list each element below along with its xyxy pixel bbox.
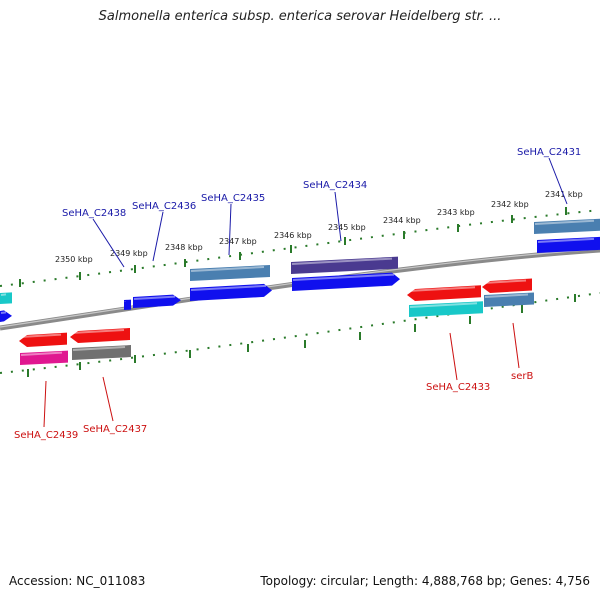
- gene-label-sehac2434[interactable]: SeHA_C2434: [303, 180, 367, 191]
- gene-leader-line: [548, 157, 568, 205]
- gene-block-shine: [291, 257, 393, 265]
- gene-block-shine: [190, 284, 267, 291]
- gene-leader-lines: [43, 157, 568, 428]
- gene-leader-line: [92, 218, 125, 268]
- ruler-tick-label: 2343 kbp: [437, 208, 475, 217]
- gene-label-sehac2435[interactable]: SeHA_C2435: [201, 193, 265, 204]
- gene-block-shine: [0, 293, 7, 296]
- gene-label-serb[interactable]: serB: [511, 371, 533, 382]
- gene-block-sehac2434[interactable]: [292, 272, 400, 291]
- gene-block-shine: [292, 273, 395, 281]
- upper-ruler-line: [0, 209, 600, 287]
- gene-block-edge-cyan[interactable]: [0, 292, 12, 304]
- gene-block-sehac2439b[interactable]: [20, 350, 68, 365]
- ruler-tick-label: 2341 kbp: [545, 190, 583, 199]
- ruler-tick-label: 2348 kbp: [165, 243, 203, 252]
- gene-block-sehac2434a[interactable]: [291, 256, 398, 274]
- gene-block-shine: [19, 333, 62, 338]
- gene-block-shine: [409, 302, 478, 308]
- gene-block-shine: [72, 346, 126, 351]
- upper-ruler-ticks: [19, 207, 567, 287]
- ruler-tick-label: 2345 kbp: [328, 223, 366, 232]
- ruler-tick-label: 2349 kbp: [110, 249, 148, 258]
- ruler-tick-label: 2350 kbp: [55, 255, 93, 264]
- gene-block-sehac2438[interactable]: [124, 299, 131, 310]
- gene-leader-line: [152, 211, 164, 262]
- gene-block-sehac2435a[interactable]: [190, 265, 270, 281]
- accession-text: Accession: NC_011083: [9, 574, 146, 588]
- gene-block-sehac2431[interactable]: [537, 236, 600, 253]
- gene-leader-line: [334, 191, 342, 242]
- ruler-tick-label: 2344 kbp: [383, 216, 421, 225]
- gene-label-sehac2436[interactable]: SeHA_C2436: [132, 201, 196, 212]
- gene-label-sehac2439[interactable]: SeHA_C2439: [14, 430, 78, 441]
- gene-leader-line: [102, 376, 114, 422]
- gene-block-sehac2431a[interactable]: [534, 218, 600, 234]
- gene-block-shine: [20, 351, 63, 356]
- ruler-tick-label: 2346 kbp: [274, 231, 312, 240]
- gene-block-shine: [534, 219, 595, 225]
- gene-block-sehac2433b[interactable]: [409, 301, 483, 317]
- gene-block-shine: [484, 293, 529, 298]
- gene-label-sehac2438[interactable]: SeHA_C2438: [62, 208, 126, 219]
- gene-leader-line: [449, 332, 458, 381]
- ruler-tick-labels: 2350 kbp 2349 kbp 2348 kbp 2347 kbp 2346 kbp…: [55, 190, 583, 264]
- ruler-tick-label: 2347 kbp: [219, 237, 257, 246]
- genome-summary-text: Topology: circular; Length: 4,888,768 bp…: [260, 574, 590, 588]
- gene-label-sehac2437[interactable]: SeHA_C2437: [83, 424, 147, 435]
- gene-leader-line: [43, 380, 47, 428]
- gene-block-shine: [0, 311, 7, 314]
- gene-block-shine: [190, 266, 265, 272]
- gene-block-serbb[interactable]: [484, 292, 534, 308]
- lower-ruler-line: [0, 292, 600, 374]
- gene-block-shine: [407, 286, 476, 292]
- gene-block-shine: [537, 237, 595, 243]
- gene-label-sehac2431[interactable]: SeHA_C2431: [517, 147, 581, 158]
- gene-block-sehac2435[interactable]: [190, 283, 272, 301]
- lower-ruler-ticks: [27, 294, 576, 377]
- gene-block-sehac2437b[interactable]: [72, 345, 131, 360]
- gene-label-sehac2433[interactable]: SeHA_C2433: [426, 382, 490, 393]
- gene-block-sehac2439[interactable]: [19, 332, 67, 347]
- gene-block-edge-blue[interactable]: [0, 310, 12, 322]
- gene-block-shine: [70, 329, 125, 334]
- gene-leader-line: [512, 322, 520, 369]
- gene-block-sehac2437[interactable]: [70, 328, 130, 343]
- gene-block-serb[interactable]: [482, 278, 532, 294]
- gene-block-sehac2433[interactable]: [407, 285, 481, 301]
- gene-block-shine: [133, 295, 176, 300]
- ruler-tick-label: 2342 kbp: [491, 200, 529, 209]
- gene-block-shine: [482, 279, 527, 284]
- gene-leader-line: [228, 203, 232, 256]
- gene-block-sehac2436[interactable]: [133, 294, 181, 308]
- map-title: Salmonella enterica subsp. enterica sero…: [98, 9, 502, 24]
- gene-features: [0, 218, 600, 365]
